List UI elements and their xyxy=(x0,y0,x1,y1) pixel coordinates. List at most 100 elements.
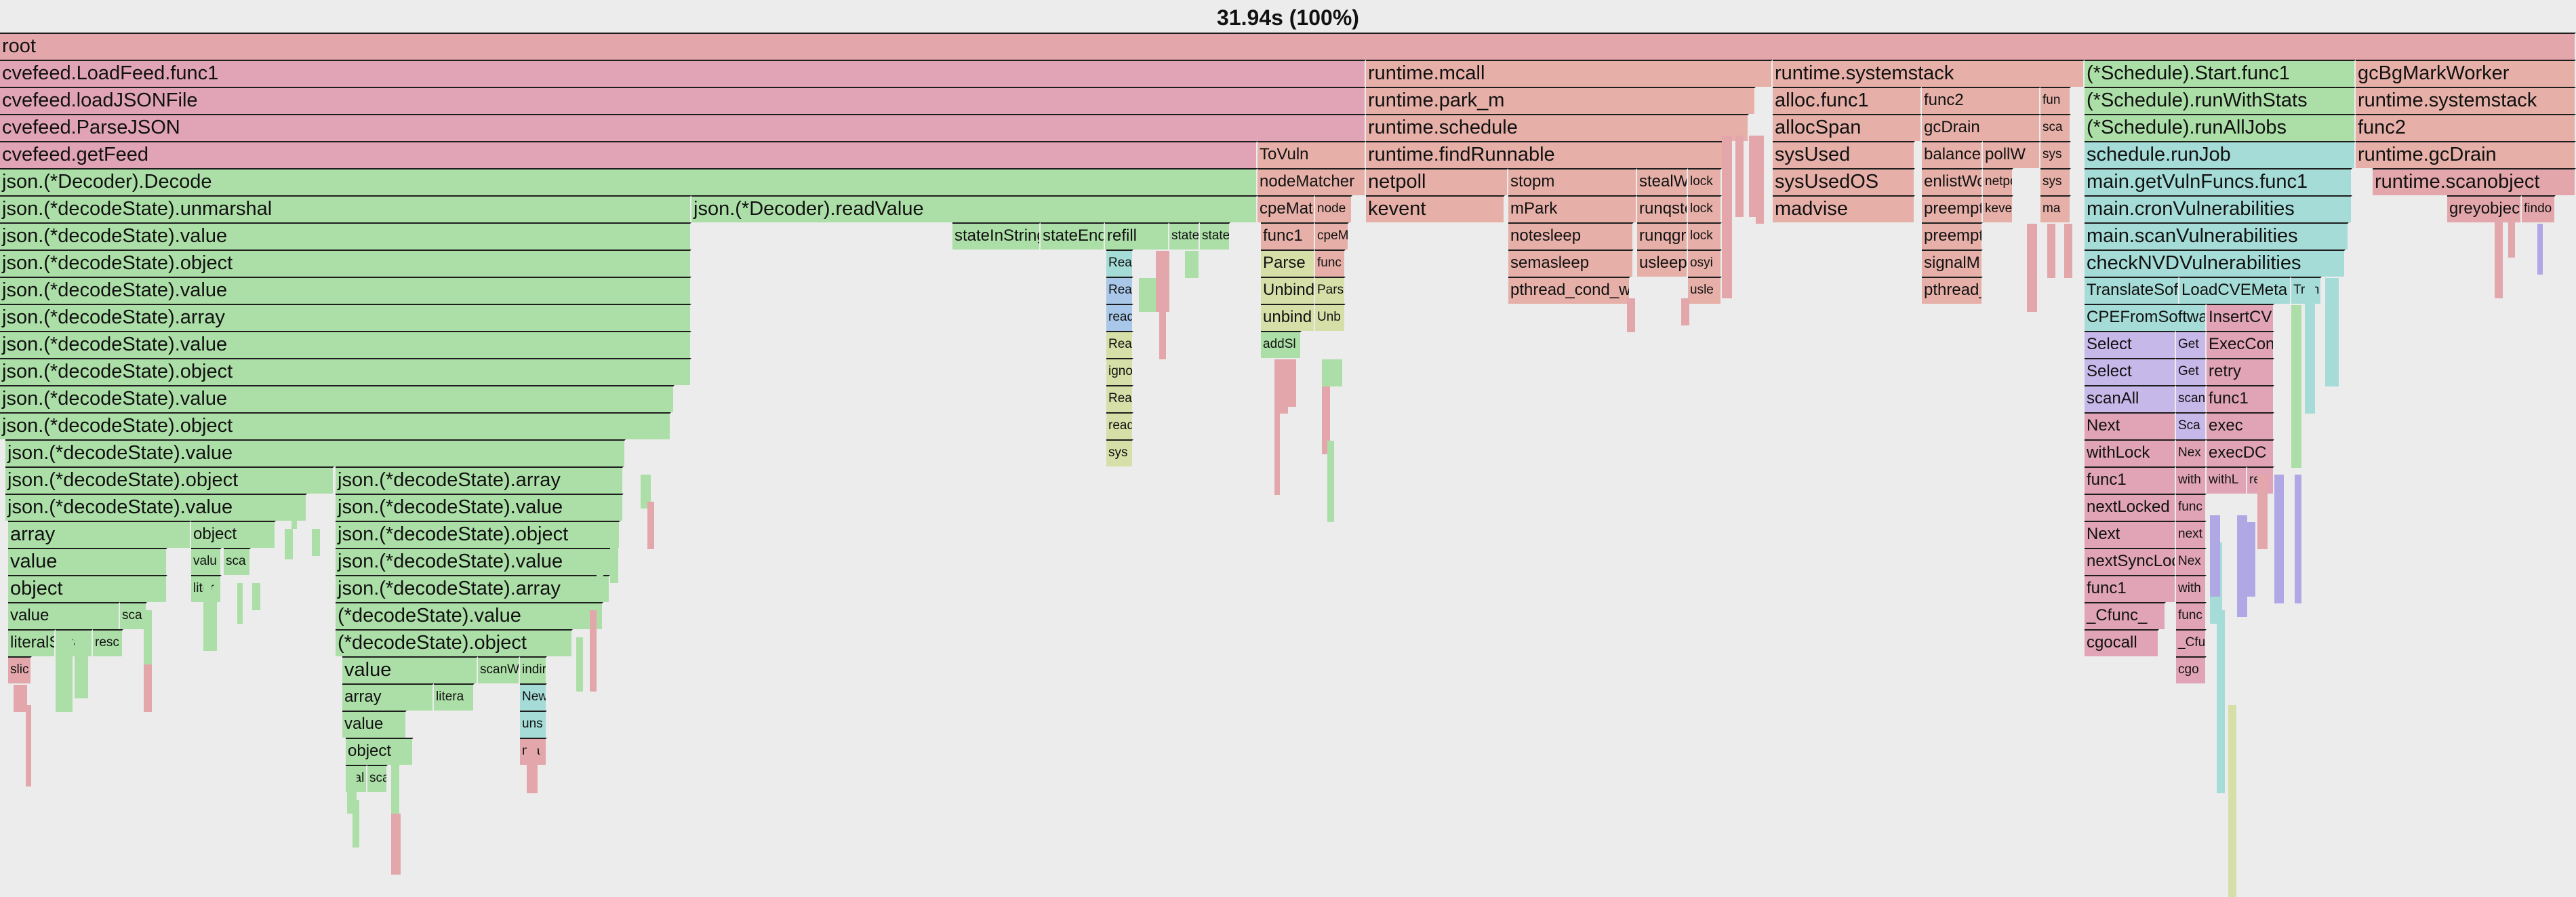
flame-frame[interactable]: func2 xyxy=(2356,114,2576,141)
flame-frame[interactable]: read xyxy=(1106,304,1133,331)
flame-frame[interactable]: stealWo xyxy=(1637,168,1688,195)
flame-frame[interactable]: Pars xyxy=(1315,277,1346,304)
flame-frame[interactable]: ExecCon xyxy=(2207,331,2274,358)
flame-frame[interactable]: state xyxy=(1169,222,1200,250)
flame-frame[interactable]: findo xyxy=(2522,195,2556,222)
flame-frame[interactable]: (*decodeState).value xyxy=(336,602,603,629)
flame-frame-narrow[interactable] xyxy=(2027,224,2037,312)
flame-frame[interactable]: _Cfunc_ xyxy=(2085,602,2166,629)
flame-frame[interactable]: json.(*decodeState).value xyxy=(0,331,691,358)
flame-frame[interactable]: stateEndV xyxy=(1041,222,1105,250)
flame-frame[interactable]: runqste xyxy=(1637,195,1688,222)
flame-frame[interactable]: with xyxy=(2176,466,2207,494)
flame-frame[interactable]: value xyxy=(342,711,407,738)
flame-frame[interactable]: runqgra xyxy=(1637,222,1688,250)
flame-frame[interactable]: madvise xyxy=(1773,195,1915,222)
flame-frame[interactable]: fun xyxy=(2040,87,2071,114)
flame-frame[interactable]: gcDrain xyxy=(1922,114,2040,141)
flame-frame[interactable]: sysUsedOS xyxy=(1773,168,1915,195)
flame-frame[interactable]: Select xyxy=(2085,358,2176,385)
flame-frame[interactable]: json.(*decodeState).array xyxy=(336,575,610,602)
flame-frame[interactable]: Rea xyxy=(1106,385,1133,412)
flame-frame-narrow[interactable] xyxy=(252,583,260,610)
flame-frame[interactable]: gcBgMarkWorker xyxy=(2356,60,2576,87)
flame-frame[interactable]: balance xyxy=(1922,141,1983,168)
flame-frame[interactable]: func1 xyxy=(2085,466,2176,494)
flame-frame-narrow[interactable] xyxy=(1756,136,1764,224)
flame-frame[interactable]: value xyxy=(342,656,478,683)
flame-frame-narrow[interactable] xyxy=(2537,224,2543,275)
flame-frame[interactable]: json.(*decodeState).value xyxy=(0,385,675,412)
flame-frame-narrow[interactable] xyxy=(285,529,293,559)
flame-frame[interactable]: sys xyxy=(2040,168,2071,195)
flame-frame[interactable]: json.(*decodeState).value xyxy=(5,439,626,466)
flame-frame[interactable]: pthread_ xyxy=(1922,277,1983,304)
flame-frame[interactable]: runtime.findRunnable xyxy=(1366,141,1732,168)
flame-frame-narrow[interactable] xyxy=(597,556,603,597)
flame-frame[interactable]: json.(*Decoder).Decode xyxy=(0,168,1257,195)
flame-frame[interactable]: stopm xyxy=(1508,168,1637,195)
flame-frame[interactable]: refill xyxy=(1105,222,1169,250)
flame-frame-narrow[interactable] xyxy=(2495,217,2503,298)
flame-frame[interactable]: nextSyncLoc xyxy=(2085,548,2176,575)
flame-frame-narrow[interactable] xyxy=(1274,414,1280,495)
flame-frame[interactable]: Nex xyxy=(2176,548,2207,575)
flame-frame[interactable]: osyi xyxy=(1688,250,1722,277)
flame-frame[interactable]: cvefeed.LoadFeed.func1 xyxy=(0,60,1366,87)
flame-frame-narrow[interactable] xyxy=(1681,298,1689,325)
flame-frame[interactable]: func1 xyxy=(2085,575,2176,602)
flame-frame[interactable]: read xyxy=(1106,412,1133,439)
flame-frame[interactable]: (*decodeState).object xyxy=(336,629,573,656)
flame-frame[interactable]: lock xyxy=(1688,168,1722,195)
flame-frame-narrow[interactable] xyxy=(527,746,538,793)
flame-frame[interactable]: json.(*decodeState).value xyxy=(336,548,613,575)
flame-frame[interactable]: root xyxy=(0,33,2576,60)
flame-frame[interactable]: array xyxy=(8,521,191,548)
flame-frame[interactable]: scanW xyxy=(478,656,520,683)
flame-frame[interactable]: igno xyxy=(1106,358,1133,385)
flame-frame[interactable]: next xyxy=(2176,521,2207,548)
flame-frame[interactable]: object xyxy=(8,575,167,602)
flame-frame[interactable]: json.(*decodeState).object xyxy=(336,521,620,548)
flame-frame[interactable]: main.getVulnFuncs.func1 xyxy=(2085,168,2352,195)
flame-frame[interactable]: json.(*decodeState).value xyxy=(5,494,307,521)
flame-frame-narrow[interactable] xyxy=(2257,475,2268,549)
flame-frame-narrow[interactable] xyxy=(144,610,152,664)
flame-frame[interactable]: Rea xyxy=(1106,277,1133,304)
flame-frame[interactable]: LoadCVEMeta xyxy=(2179,277,2291,304)
flame-frame-narrow[interactable] xyxy=(2228,705,2236,897)
flame-frame[interactable]: cgo xyxy=(2176,656,2207,683)
flame-frame-narrow[interactable] xyxy=(1749,136,1756,217)
flame-frame[interactable]: func1 xyxy=(2207,385,2274,412)
flame-frame-narrow[interactable] xyxy=(1722,136,1732,298)
flame-frame[interactable]: object xyxy=(346,738,414,765)
flame-frame[interactable]: resc xyxy=(93,629,123,656)
flame-frame-narrow[interactable] xyxy=(2325,278,2339,386)
flame-frame-narrow[interactable] xyxy=(576,637,583,692)
flame-frame[interactable]: execDC xyxy=(2207,439,2274,466)
flame-frame[interactable]: literalS xyxy=(8,629,56,656)
flame-frame[interactable]: preemptc xyxy=(1922,195,1983,222)
flame-frame[interactable]: usleep xyxy=(1637,250,1688,277)
flame-frame-narrow[interactable] xyxy=(1274,359,1288,414)
flame-frame[interactable]: cgocall xyxy=(2085,629,2159,656)
flame-frame[interactable]: Next xyxy=(2085,521,2176,548)
flame-frame[interactable]: main.scanVulnerabilities xyxy=(2085,222,2349,250)
flame-frame[interactable]: state xyxy=(1200,222,1230,250)
flame-frame[interactable]: valu xyxy=(191,548,222,575)
flame-frame[interactable]: func xyxy=(2176,494,2207,521)
flame-frame-narrow[interactable] xyxy=(2291,305,2301,468)
flame-frame[interactable]: TranslateSoftware xyxy=(2085,277,2179,304)
flame-frame-narrow[interactable] xyxy=(1735,136,1744,217)
flame-frame[interactable]: exec xyxy=(2207,412,2274,439)
flame-frame-narrow[interactable] xyxy=(2305,278,2315,414)
flame-frame[interactable]: uns xyxy=(520,711,547,738)
flame-frame[interactable]: ToVuln xyxy=(1257,141,1366,168)
flame-frame-narrow[interactable] xyxy=(1139,278,1156,312)
flame-frame[interactable]: Sca xyxy=(2176,412,2207,439)
flame-frame[interactable]: json.(*decodeState).object xyxy=(0,250,691,277)
flame-frame[interactable]: (*Schedule).runWithStats xyxy=(2085,87,2356,114)
flame-frame[interactable]: InsertCVE xyxy=(2207,304,2274,331)
flame-frame-narrow[interactable] xyxy=(75,637,88,698)
flame-frame[interactable]: cvefeed.getFeed xyxy=(0,141,1257,168)
